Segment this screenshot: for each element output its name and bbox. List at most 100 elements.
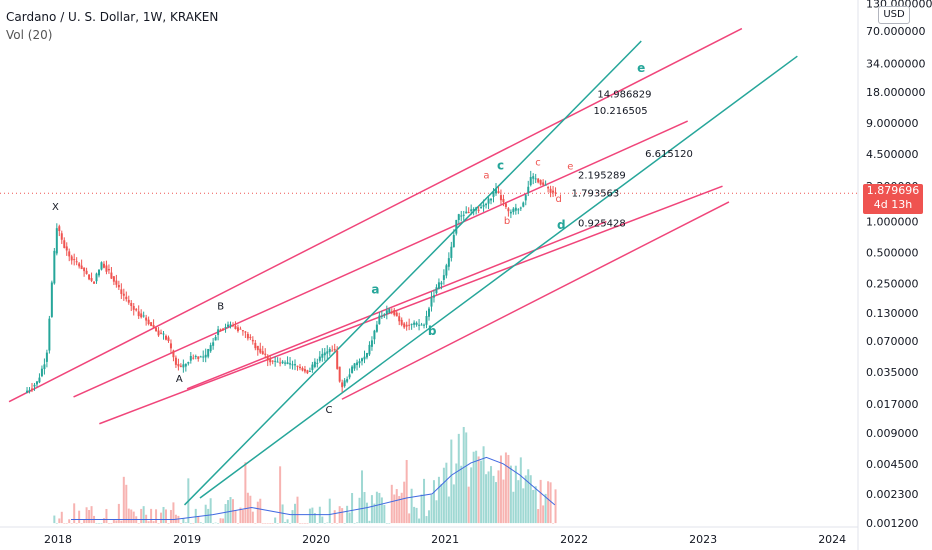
- candle-body: [204, 354, 207, 358]
- candle-body: [415, 322, 418, 325]
- x-tick-label: 2018: [44, 533, 72, 546]
- candle-body: [40, 368, 43, 377]
- candle-body: [48, 318, 51, 351]
- volume-bar: [137, 523, 140, 524]
- candle-body: [189, 355, 192, 361]
- candle-body: [467, 212, 470, 214]
- candle-body: [202, 356, 205, 358]
- volume-bar: [204, 504, 207, 524]
- y-tick-label: 0.070000: [866, 335, 919, 348]
- candle-body: [169, 343, 172, 349]
- volume-bar: [140, 508, 143, 524]
- volume-bar: [105, 508, 108, 524]
- volume-bar: [413, 506, 416, 524]
- candle-body: [90, 278, 93, 281]
- candle-body: [477, 209, 480, 211]
- x-tick-label: 2024: [818, 533, 846, 546]
- symbol-title[interactable]: Cardano / U. S. Dollar, 1W, KRAKEN: [6, 10, 219, 24]
- volume-bar: [244, 462, 247, 524]
- volume-bar: [112, 519, 115, 524]
- candle-body: [353, 363, 356, 369]
- candle-body: [358, 361, 361, 364]
- candle-body: [420, 324, 423, 326]
- volume-bar: [373, 503, 376, 524]
- candle-body: [445, 265, 448, 276]
- volume-bar: [361, 470, 364, 524]
- candle-body: [301, 367, 304, 371]
- candle-body: [127, 299, 130, 303]
- candle-body: [50, 282, 53, 317]
- volume-bar: [442, 467, 445, 524]
- candle-body: [497, 191, 500, 193]
- candle-body: [207, 349, 210, 357]
- candle-body: [413, 322, 416, 325]
- volume-bar: [117, 503, 120, 524]
- volume-bar: [261, 523, 264, 524]
- candle-body: [135, 309, 138, 311]
- candle-body: [244, 331, 247, 333]
- volume-bar: [115, 520, 118, 524]
- candle-body: [65, 246, 68, 251]
- volume-indicator-label[interactable]: Vol (20): [6, 28, 53, 42]
- candle-body: [522, 202, 525, 207]
- volume-bar: [95, 523, 98, 524]
- candle-body: [544, 184, 547, 186]
- volume-bar: [251, 511, 254, 524]
- volume-bar: [534, 486, 537, 524]
- candle-body: [112, 276, 115, 282]
- candle-body: [182, 364, 185, 368]
- volume-bar: [269, 523, 272, 524]
- drawing-lines[interactable]: [8, 27, 798, 506]
- volume-bar: [239, 507, 242, 524]
- volume-bar: [88, 509, 91, 524]
- wave-label: B: [217, 302, 224, 313]
- volume-bar: [519, 457, 522, 524]
- candle-body: [125, 296, 128, 300]
- candle-body: [241, 330, 244, 332]
- chart-header: Cardano / U. S. Dollar, 1W, KRAKEN Vol (…: [6, 8, 218, 44]
- candle-body: [251, 339, 254, 342]
- volume-bar: [472, 451, 475, 524]
- volume-bar: [202, 523, 205, 524]
- volume-bar: [122, 476, 125, 524]
- currency-button[interactable]: USD: [878, 6, 910, 24]
- volume-bars: [53, 426, 557, 524]
- volume-bar: [164, 509, 167, 524]
- volume-bar: [532, 489, 535, 524]
- candle-body: [236, 327, 239, 332]
- candle-body: [142, 315, 145, 317]
- volume-bar: [507, 454, 510, 524]
- candle-body: [234, 325, 237, 329]
- candle-body: [122, 293, 125, 296]
- candle-body: [120, 289, 123, 294]
- volume-bar: [217, 523, 220, 524]
- volume-bar: [432, 480, 435, 524]
- volume-bar: [343, 523, 346, 524]
- candle-body: [256, 345, 259, 351]
- y-tick-label: 4.500000: [866, 148, 919, 161]
- volume-bar: [197, 515, 200, 524]
- volume-bar: [306, 523, 309, 524]
- volume-bar: [428, 510, 430, 524]
- volume-bar: [552, 523, 555, 524]
- volume-bar: [378, 492, 381, 524]
- candle-body: [219, 329, 222, 331]
- candle-body: [534, 178, 537, 180]
- candle-body: [323, 352, 326, 356]
- volume-bar: [522, 488, 525, 524]
- volume-bar: [234, 510, 237, 524]
- volume-bar: [127, 508, 130, 524]
- candle-body: [160, 332, 163, 334]
- candle-body: [437, 282, 440, 289]
- candle-body: [209, 345, 212, 352]
- volume-bar: [405, 459, 408, 524]
- volume-bar: [333, 510, 336, 524]
- volume-bar: [430, 494, 433, 524]
- candle-body: [231, 324, 234, 326]
- volume-bar: [73, 503, 76, 524]
- volume-bar: [418, 518, 421, 524]
- candle-body: [517, 209, 520, 211]
- volume-bar: [539, 479, 542, 524]
